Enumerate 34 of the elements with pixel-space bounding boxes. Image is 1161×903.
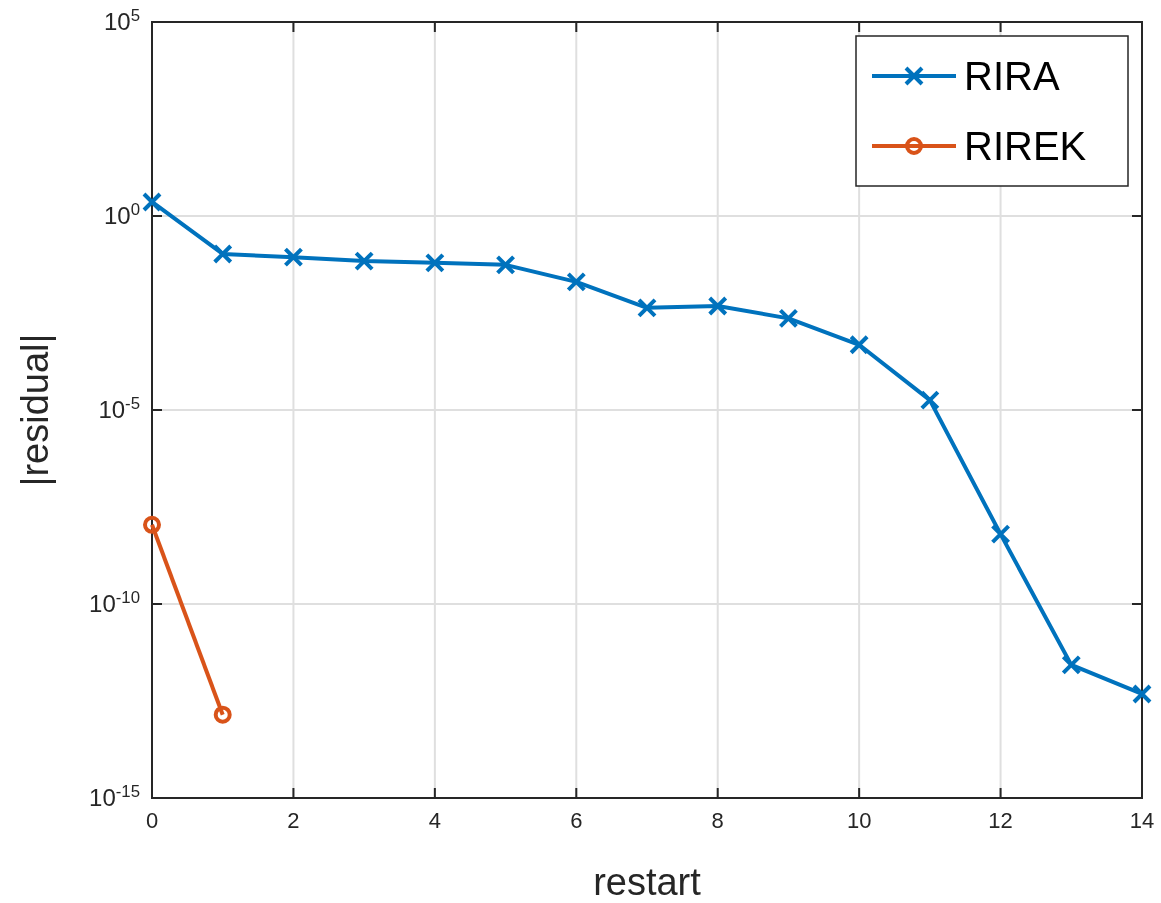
point — [212, 243, 233, 264]
point — [990, 524, 1011, 545]
y-tick-label: 10$^{0}$ — [103, 199, 140, 229]
point — [1061, 654, 1082, 675]
point — [424, 252, 445, 273]
point — [142, 191, 162, 212]
x-tick-label: 8 — [711, 808, 724, 833]
point — [1132, 683, 1152, 704]
point — [778, 308, 799, 329]
x-tick-label: 14 — [1129, 808, 1155, 833]
y-axis-title: |residual| — [14, 333, 56, 487]
point — [566, 271, 587, 292]
point — [707, 295, 728, 316]
point — [495, 254, 516, 275]
point — [283, 247, 304, 268]
x-tick-label: 12 — [988, 808, 1013, 833]
point — [354, 251, 375, 272]
x-tick-label: 0 — [145, 808, 159, 833]
x-tick-label: 6 — [570, 808, 583, 833]
point — [213, 705, 232, 724]
point — [919, 390, 940, 411]
point — [143, 515, 161, 534]
y-tick-label: 10$^{-15}$ — [89, 781, 140, 811]
point — [637, 297, 657, 318]
y-tick-label: 10$^{-5}$ — [98, 393, 140, 423]
point — [849, 334, 870, 355]
x-tick-label: 10 — [846, 808, 872, 833]
x-tick-label: 4 — [428, 808, 441, 833]
x-axis-title: restart — [593, 861, 702, 903]
legend-label: RIREK — [964, 124, 1087, 168]
x-tick-label: 2 — [287, 808, 300, 833]
y-tick-label: 10$^{-10}$ — [89, 587, 140, 617]
legend-label: RIRA — [964, 54, 1060, 98]
y-tick-label: 10$^{5}$ — [103, 5, 140, 35]
